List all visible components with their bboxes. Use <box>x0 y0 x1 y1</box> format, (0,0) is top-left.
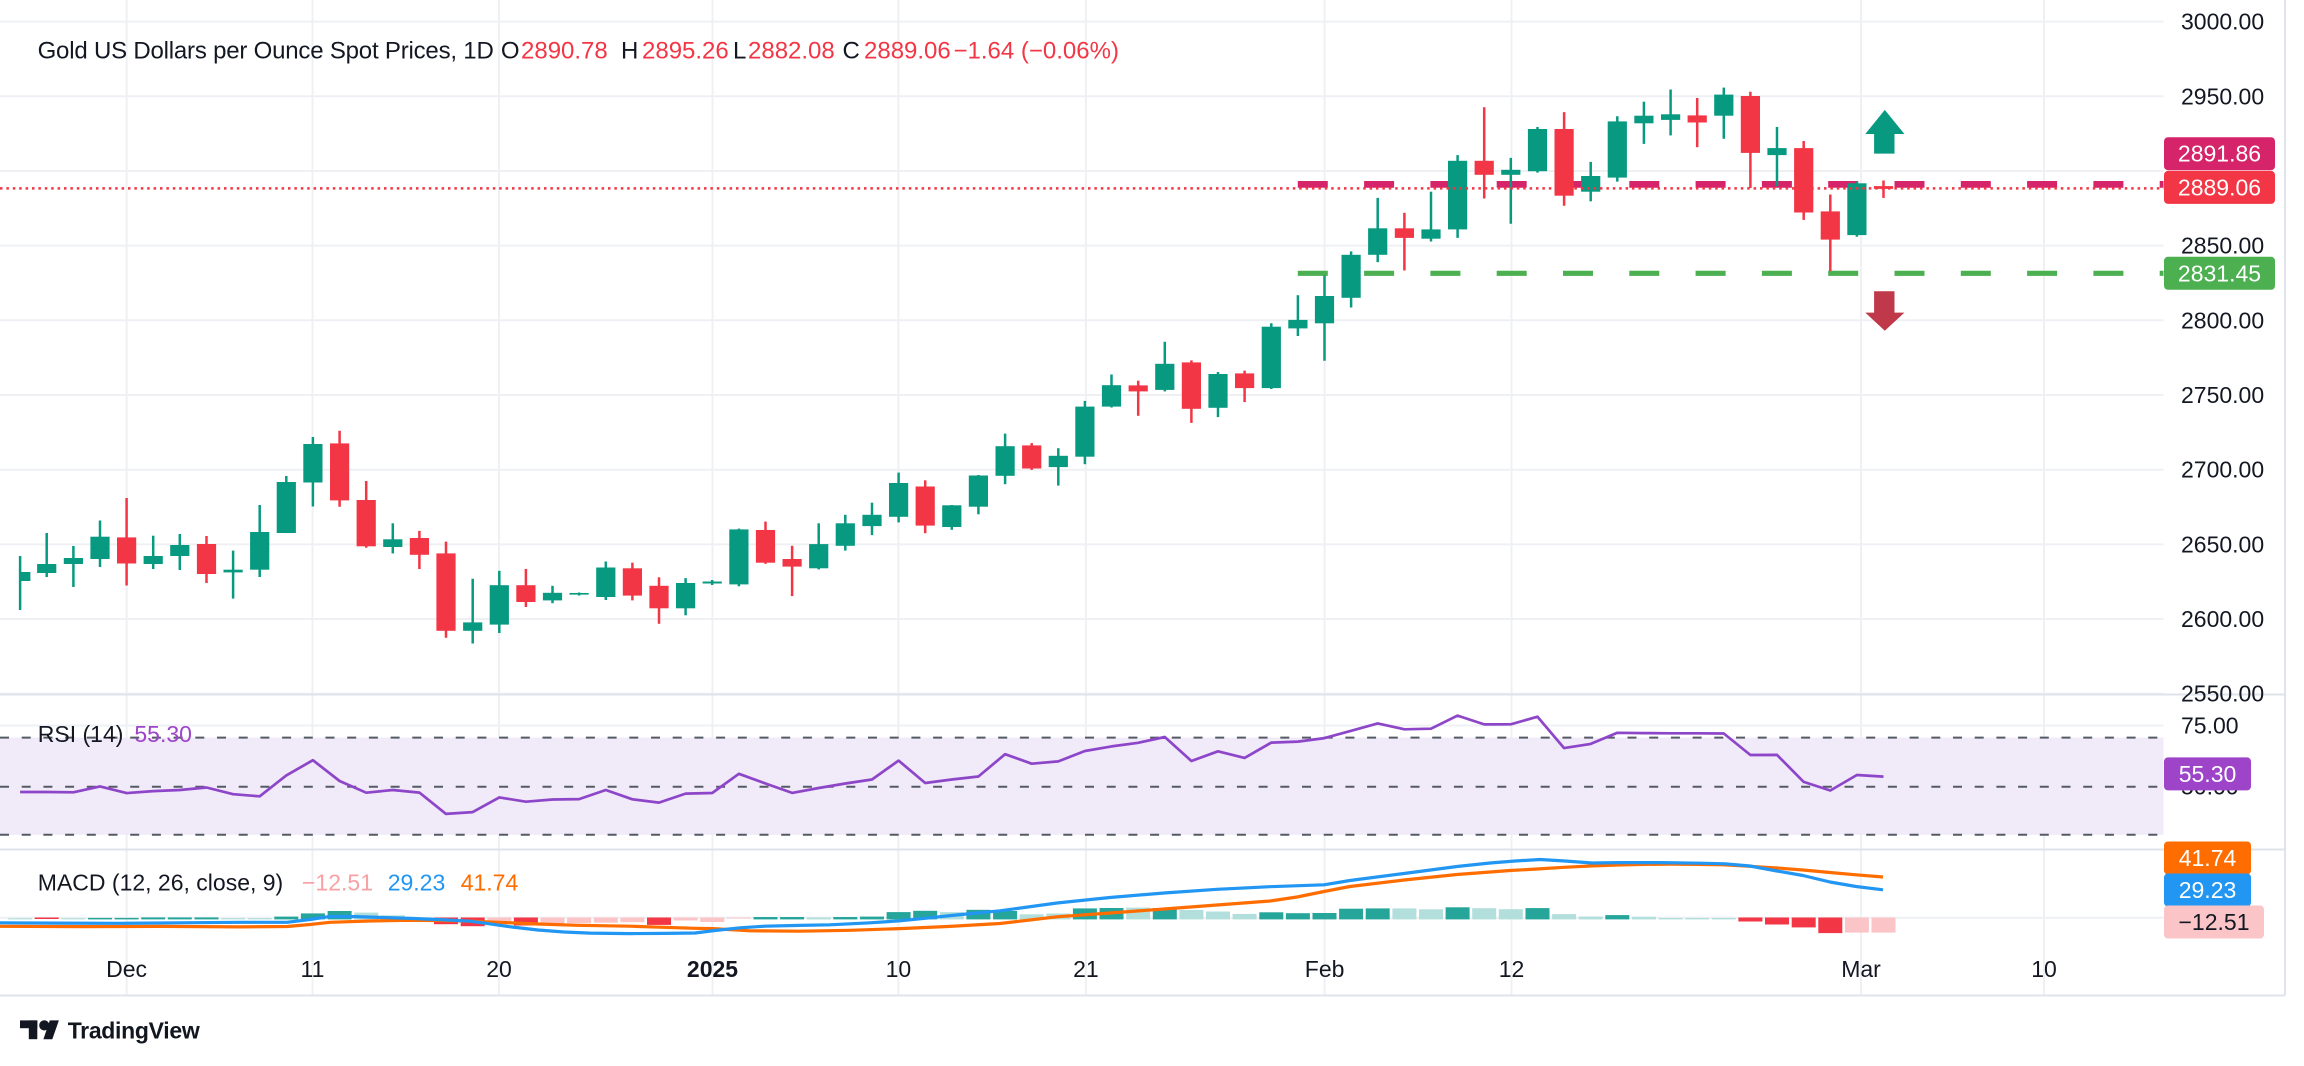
svg-text:2882.08: 2882.08 <box>748 38 835 65</box>
svg-text:−12.51: −12.51 <box>302 870 373 896</box>
svg-text:−12.51: −12.51 <box>2179 909 2250 935</box>
svg-text:2800.00: 2800.00 <box>2181 307 2264 333</box>
svg-text:L: L <box>733 38 746 65</box>
svg-text:RSI (14): RSI (14) <box>38 721 124 747</box>
svg-text:41.74: 41.74 <box>2179 845 2237 871</box>
svg-text:−1.64 (−0.06%): −1.64 (−0.06%) <box>954 38 1119 65</box>
svg-text:2750.00: 2750.00 <box>2181 382 2264 408</box>
svg-text:29.23: 29.23 <box>2179 877 2237 903</box>
svg-text:2890.78: 2890.78 <box>521 38 608 65</box>
svg-text:10: 10 <box>886 956 912 982</box>
svg-text:Feb: Feb <box>1305 956 1345 982</box>
svg-text:2889.06: 2889.06 <box>2178 174 2261 200</box>
svg-text:2550.00: 2550.00 <box>2181 681 2264 707</box>
svg-text:2889.06: 2889.06 <box>864 38 951 65</box>
svg-text:41.74: 41.74 <box>461 870 519 896</box>
svg-text:Dec: Dec <box>106 956 147 982</box>
svg-text:2600.00: 2600.00 <box>2181 606 2264 632</box>
svg-text:2831.45: 2831.45 <box>2178 260 2261 286</box>
svg-text:MACD (12, 26, close, 9): MACD (12, 26, close, 9) <box>38 870 283 896</box>
svg-text:2700.00: 2700.00 <box>2181 457 2264 483</box>
svg-text:2850.00: 2850.00 <box>2181 233 2264 259</box>
svg-text:Gold US Dollars per Ounce Spot: Gold US Dollars per Ounce Spot Prices, 1… <box>38 38 494 65</box>
svg-text:55.30: 55.30 <box>134 721 192 747</box>
svg-text:12: 12 <box>1499 956 1525 982</box>
svg-text:O: O <box>501 38 520 65</box>
svg-text:21: 21 <box>1073 956 1099 982</box>
svg-text:10: 10 <box>2031 956 2057 982</box>
svg-text:2891.86: 2891.86 <box>2178 141 2261 167</box>
svg-text:TradingView: TradingView <box>68 1018 200 1044</box>
svg-text:2950.00: 2950.00 <box>2181 83 2264 109</box>
svg-text:3000.00: 3000.00 <box>2181 9 2264 35</box>
svg-text:2025: 2025 <box>687 956 738 982</box>
svg-text:Mar: Mar <box>1841 956 1881 982</box>
svg-text:20: 20 <box>486 956 512 982</box>
svg-text:H: H <box>621 38 638 65</box>
svg-text:75.00: 75.00 <box>2181 713 2239 739</box>
svg-text:C: C <box>843 38 860 65</box>
svg-text:2650.00: 2650.00 <box>2181 531 2264 557</box>
svg-text:11: 11 <box>301 956 325 982</box>
svg-text:2895.26: 2895.26 <box>642 38 729 65</box>
svg-text:55.30: 55.30 <box>2179 761 2237 787</box>
svg-text:29.23: 29.23 <box>388 870 446 896</box>
